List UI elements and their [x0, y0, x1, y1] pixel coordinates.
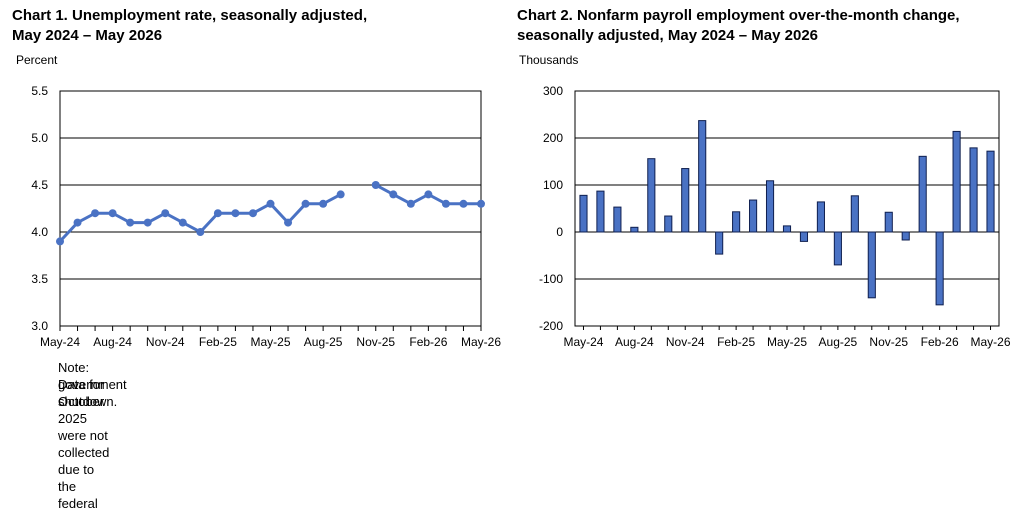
chart1-data-point: [196, 228, 205, 236]
chart2-bar: [613, 206, 622, 233]
chart1-data-point: [248, 209, 257, 218]
chart2-x-tick-label: Aug-24: [615, 335, 654, 349]
chart2-x-tick-label: May-24: [563, 335, 603, 349]
chart1-x-tick-label: Aug-25: [304, 335, 343, 349]
chart2-plot-frame: [574, 90, 1000, 327]
chart2-bar: [647, 158, 656, 233]
chart1-x-tick-label: Aug-24: [93, 335, 132, 349]
chart2-title-line1: Chart 2. Nonfarm payroll employment over…: [517, 7, 960, 24]
chart1-y-tick-label: 3.5: [31, 272, 48, 286]
chart2-bar: [782, 225, 792, 233]
chart2-bar: [833, 231, 842, 266]
chart2-bar: [969, 147, 978, 233]
chart1-data-point: [424, 190, 433, 199]
chart2-bar: [850, 195, 859, 233]
chart2-bar: [918, 155, 927, 233]
chart2-bar: [698, 120, 707, 233]
chart2-x-tick-label: Nov-25: [869, 335, 908, 349]
chart1-data-point: [284, 218, 293, 227]
chart2-x-tick-label: Nov-24: [666, 335, 705, 349]
chart1-data-point: [73, 218, 82, 227]
chart1-data-point: [266, 199, 275, 208]
chart1-data-point: [213, 209, 222, 218]
chart1-y-tick-label: 4.5: [31, 178, 48, 192]
chart1-x-tick-label: Feb-25: [199, 335, 237, 349]
chart2-x-tick-label: May-25: [767, 335, 807, 349]
chart2-x-tick-label: Aug-25: [819, 335, 858, 349]
chart1-y-tick-label: 4.0: [31, 225, 48, 239]
chart1-data-point: [301, 199, 310, 208]
chart1-x-tick-label: Nov-24: [146, 335, 185, 349]
chart2-bar: [884, 211, 893, 233]
chart2-y-tick-label: 100: [543, 178, 563, 192]
chart2-bar: [749, 199, 758, 233]
chart2-bar: [715, 231, 724, 255]
chart1-data-point: [231, 209, 240, 218]
chart2-y-tick-label: 300: [543, 84, 563, 98]
chart1-data-point: [108, 209, 117, 218]
chart2-y-tick-label: -100: [539, 272, 563, 286]
chart1-data-point: [336, 190, 345, 199]
chart2-x-tick-label: Feb-25: [717, 335, 755, 349]
chart1-data-point: [56, 237, 64, 246]
chart1-data-point: [143, 218, 152, 227]
chart1-title-line1: Chart 1. Unemployment rate, seasonally a…: [12, 7, 368, 24]
chart1-data-point: [477, 199, 485, 208]
chart1-x-tick-label: Nov-25: [356, 335, 395, 349]
chart1-unit-label: Percent: [16, 53, 58, 67]
chart2-title-line2: seasonally adjusted, May 2024 – May 2026: [517, 27, 819, 44]
payroll-change-bar-chart: -200 -100 0 100 200 300 May-24 Aug-24 Nov-24 Feb-…: [539, 84, 1011, 349]
chart1-data-point: [126, 218, 135, 227]
chart2-unit-label: Thousands: [519, 53, 579, 67]
chart1-x-tick-label: Feb-26: [409, 335, 447, 349]
chart2-y-tick-label: 200: [543, 131, 563, 145]
chart1-y-tick-label: 5.0: [31, 131, 48, 145]
chart1-data-point: [441, 199, 450, 208]
chart1-x-tick-label: May-24: [40, 335, 80, 349]
chart1-data-point: [178, 218, 187, 227]
chart1-y-tick-label: 3.0: [31, 319, 48, 333]
chart2-bar: [901, 231, 910, 241]
chart2-bar: [816, 201, 825, 233]
chart1-data-point: [389, 190, 398, 199]
chart2-bar: [681, 168, 690, 233]
chart1-data-point: [459, 199, 468, 208]
chart2-y-tick-label: -200: [539, 319, 563, 333]
chart1-data-point: [91, 209, 100, 218]
chart2-x-tick-label: Feb-26: [921, 335, 959, 349]
chart2-bar: [579, 194, 588, 233]
chart2-bar: [867, 231, 876, 299]
chart2-bar: [664, 215, 673, 233]
chart1-x-tick-label: May-25: [250, 335, 290, 349]
chart1-x-tick-label: May-26: [461, 335, 501, 349]
chart2-bar: [986, 150, 995, 233]
chart1-y-tick-label: 5.5: [31, 84, 48, 98]
chart1-data-point: [319, 199, 328, 208]
chart2-bar: [952, 130, 961, 233]
chart2-x-tick-label: May-26: [971, 335, 1011, 349]
chart1-title-line2: May 2024 – May 2026: [12, 27, 163, 44]
chart2-bar: [630, 226, 639, 233]
chart1-data-point: [371, 181, 380, 189]
chart1-note-line2: government shutdown.: [58, 377, 127, 409]
chart2-bar: [765, 180, 775, 233]
chart1-data-point: [406, 199, 415, 208]
chart2-bar: [799, 231, 809, 242]
chart2-bar: [732, 211, 741, 233]
chart2-y-tick-label: 0: [556, 225, 563, 239]
chart2-bar: [935, 231, 944, 306]
unemployment-rate-line-chart: 3.0 3.5 4.0 4.5 5.0 5.5 May-24 Aug-24 Nov-24 Feb-…: [31, 84, 501, 349]
chart1-data-point: [161, 209, 170, 218]
chart2-bar: [596, 190, 605, 233]
